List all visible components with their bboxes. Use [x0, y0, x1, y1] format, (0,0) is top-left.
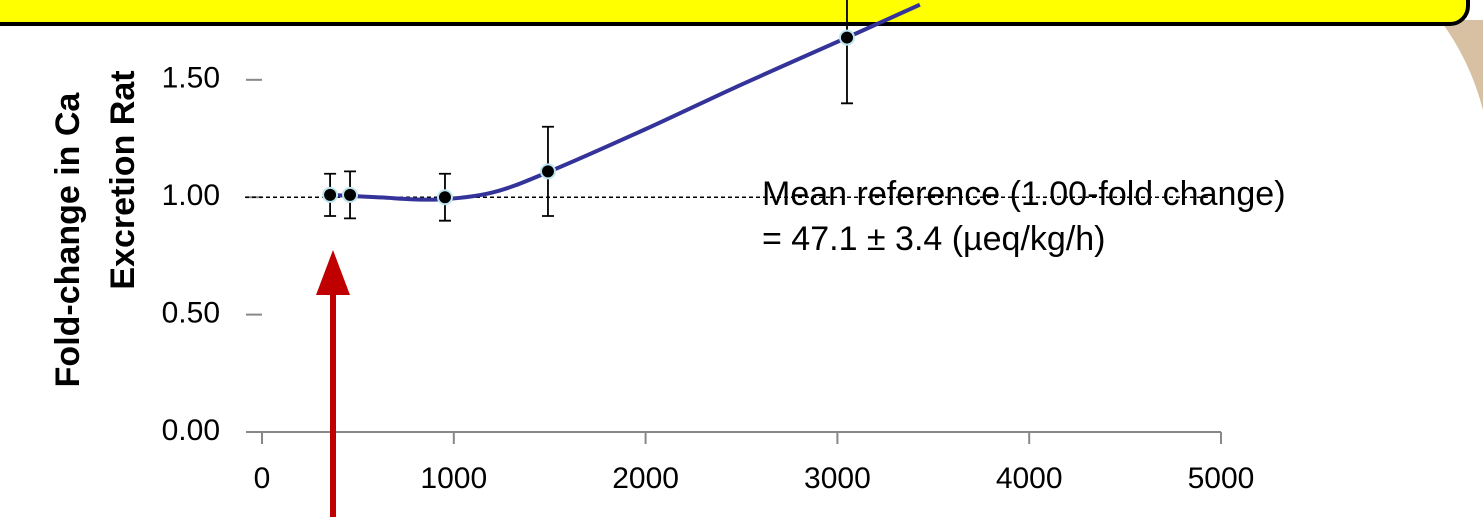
y-title-line: Excretion Rat [104, 70, 142, 289]
data-point [840, 31, 854, 45]
x-tick-label: 4000 [996, 462, 1063, 495]
x-tick-label: 0 [254, 462, 271, 495]
background-image-fragment [1440, 20, 1483, 110]
y-tick-label: 1.50 [162, 62, 220, 95]
x-tick-label: 5000 [1188, 462, 1255, 495]
y-title-line: Fold-change in Ca [49, 92, 87, 388]
x-tick-label: 2000 [612, 462, 679, 495]
data-point [323, 188, 337, 202]
arrow [316, 250, 350, 517]
y-tick-label: 0.00 [162, 414, 220, 447]
chart: Fold-change in Ca Excretion Rat Mean ref… [0, 0, 1483, 517]
x-tick-label: 1000 [420, 462, 487, 495]
page: Fold-change in Ca Excretion Rat Mean ref… [0, 0, 1483, 517]
fit-line [330, 5, 920, 200]
annotation: Mean reference (1.00-fold change) [762, 175, 1286, 213]
data-point [438, 190, 452, 204]
data-point [343, 188, 357, 202]
arrow-head [316, 250, 350, 295]
data-point [541, 164, 555, 178]
y-axis-title: Fold-change in Ca Excretion Rat [49, 70, 142, 387]
y-tick-label: 0.50 [162, 297, 220, 330]
banner [0, 0, 1468, 24]
x-tick-label: 3000 [804, 462, 871, 495]
y-tick-label: 1.00 [162, 179, 220, 212]
annotation: = 47.1 ± 3.4 (µeq/kg/h) [762, 220, 1106, 258]
